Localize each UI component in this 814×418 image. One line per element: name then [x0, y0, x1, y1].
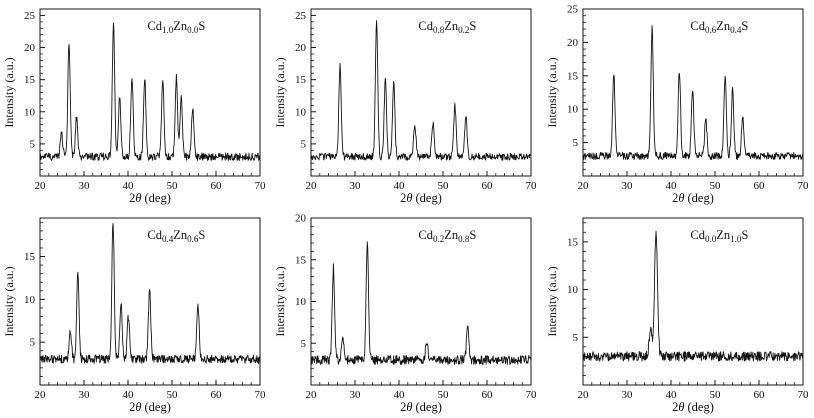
- y-tick-label: 25: [295, 10, 307, 22]
- x-tick-label: 30: [621, 180, 633, 192]
- x-tick-label: 30: [79, 389, 91, 401]
- x-tick-label: 60: [211, 180, 223, 192]
- composition-label: Cd0.0Zn1.0S: [690, 228, 748, 244]
- x-tick-label: 20: [306, 389, 318, 401]
- x-tick-label: 20: [577, 389, 589, 401]
- x-tick-label: 70: [526, 180, 538, 192]
- x-tick-label: 60: [753, 180, 765, 192]
- y-tick-label: 20: [24, 42, 36, 54]
- y-tick-label: 15: [24, 74, 36, 86]
- plot-frame: [582, 217, 804, 386]
- composition-label: Cd1.0Zn0.0S: [147, 19, 205, 35]
- xrd-trace: [39, 223, 261, 365]
- x-tick-label: 70: [797, 389, 809, 401]
- x-tick-label: 40: [665, 180, 677, 192]
- x-tick-label: 70: [526, 389, 538, 401]
- x-tick-label: 30: [350, 180, 362, 192]
- y-axis-label: Intensity (a.u.): [2, 266, 16, 336]
- x-tick-label: 30: [621, 389, 633, 401]
- x-tick-label: 40: [394, 389, 406, 401]
- y-tick-label: 10: [567, 284, 579, 296]
- x-axis-label: 2θ (deg): [672, 191, 714, 205]
- y-tick-label: 15: [567, 236, 579, 248]
- plot-frame: [310, 8, 532, 177]
- x-tick-label: 70: [255, 389, 267, 401]
- y-tick-label: 20: [295, 213, 307, 225]
- plot-frame: [39, 217, 261, 386]
- y-axis-label: Intensity (a.u.): [273, 57, 287, 127]
- xrd-trace: [310, 20, 532, 161]
- y-tick-label: 20: [295, 42, 307, 54]
- x-tick-label: 20: [577, 180, 589, 192]
- y-axis-label: Intensity (a.u.): [545, 266, 559, 336]
- y-tick-label: 5: [30, 337, 36, 349]
- y-axis-label: Intensity (a.u.): [273, 266, 287, 336]
- xrd-panel-1: 20 30 40 50 60 70 5 10 15 20 25 2θ (deg) Intensity (a…: [2, 8, 267, 205]
- x-tick-label: 60: [482, 389, 494, 401]
- x-tick-label: 20: [35, 389, 47, 401]
- y-tick-label: 25: [24, 10, 36, 22]
- y-axis-label: Intensity (a.u.): [2, 57, 16, 127]
- x-tick-label: 50: [709, 389, 721, 401]
- x-tick-label: 50: [438, 389, 450, 401]
- composition-label: Cd0.4Zn0.6S: [147, 228, 205, 244]
- x-tick-label: 50: [709, 180, 721, 192]
- y-tick-label: 25: [567, 4, 579, 16]
- y-tick-label: 5: [572, 137, 578, 149]
- y-tick-label: 5: [301, 338, 307, 350]
- xrd-panel-3: 20 30 40 50 60 70 5 10 15 20 25 2θ (deg) Intensity (a…: [545, 4, 809, 206]
- y-tick-label: 10: [295, 296, 307, 308]
- y-tick-label: 15: [24, 251, 36, 263]
- x-axis-label: 2θ (deg): [672, 400, 714, 414]
- composition-label: Cd0.6Zn0.4S: [690, 19, 748, 35]
- plot-frame: [39, 8, 261, 177]
- x-tick-label: 60: [753, 389, 765, 401]
- plot-frame: [582, 8, 804, 177]
- xrd-panel-2: 20 30 40 50 60 70 5 10 15 20 25 2θ (deg) Intensity (a…: [273, 8, 538, 205]
- x-tick-label: 20: [306, 180, 318, 192]
- x-tick-label: 20: [35, 180, 47, 192]
- y-tick-label: 10: [24, 106, 36, 118]
- xrd-panel-4: 20 30 40 50 60 70 5 10 15 2θ (deg) Intensity (a.u.)…: [2, 217, 267, 414]
- y-tick-label: 10: [295, 106, 307, 118]
- x-axis-label: 2θ (deg): [129, 400, 171, 414]
- y-tick-label: 15: [295, 254, 307, 266]
- xrd-panel-6: 20 30 40 50 60 70 5 10 15 2θ (deg) Intensity (a.u.)…: [545, 217, 809, 414]
- x-tick-label: 50: [167, 180, 179, 192]
- y-tick-label: 10: [24, 294, 36, 306]
- xrd-trace: [582, 25, 804, 161]
- x-tick-label: 60: [211, 389, 223, 401]
- x-tick-label: 40: [665, 389, 677, 401]
- x-tick-label: 30: [350, 389, 362, 401]
- xrd-trace: [582, 230, 804, 362]
- x-tick-label: 40: [394, 180, 406, 192]
- composition-label: Cd0.8Zn0.2S: [419, 19, 477, 35]
- x-tick-label: 50: [438, 180, 450, 192]
- x-axis-label: 2θ (deg): [400, 191, 442, 205]
- x-axis-label: 2θ (deg): [129, 191, 171, 205]
- x-axis-label: 2θ (deg): [400, 400, 442, 414]
- composition-label: Cd0.2Zn0.8S: [419, 228, 477, 244]
- x-tick-label: 60: [482, 180, 494, 192]
- y-tick-label: 15: [295, 74, 307, 86]
- x-tick-label: 40: [123, 389, 135, 401]
- y-tick-label: 5: [572, 332, 578, 344]
- y-tick-label: 10: [567, 104, 579, 116]
- y-tick-label: 5: [301, 138, 307, 150]
- xrd-trace: [39, 22, 261, 162]
- xrd-trace: [310, 241, 532, 365]
- y-tick-label: 5: [30, 138, 36, 150]
- x-tick-label: 50: [167, 389, 179, 401]
- x-tick-label: 70: [255, 180, 267, 192]
- x-tick-label: 30: [79, 180, 91, 192]
- x-tick-label: 70: [797, 180, 809, 192]
- y-tick-label: 15: [567, 70, 579, 82]
- y-tick-label: 20: [567, 37, 579, 49]
- xrd-panel-5: 20 30 40 50 60 70 5 10 15 20 2θ (deg) Intensity (a.u…: [273, 213, 538, 415]
- x-tick-label: 40: [123, 180, 135, 192]
- y-axis-label: Intensity (a.u.): [545, 57, 559, 127]
